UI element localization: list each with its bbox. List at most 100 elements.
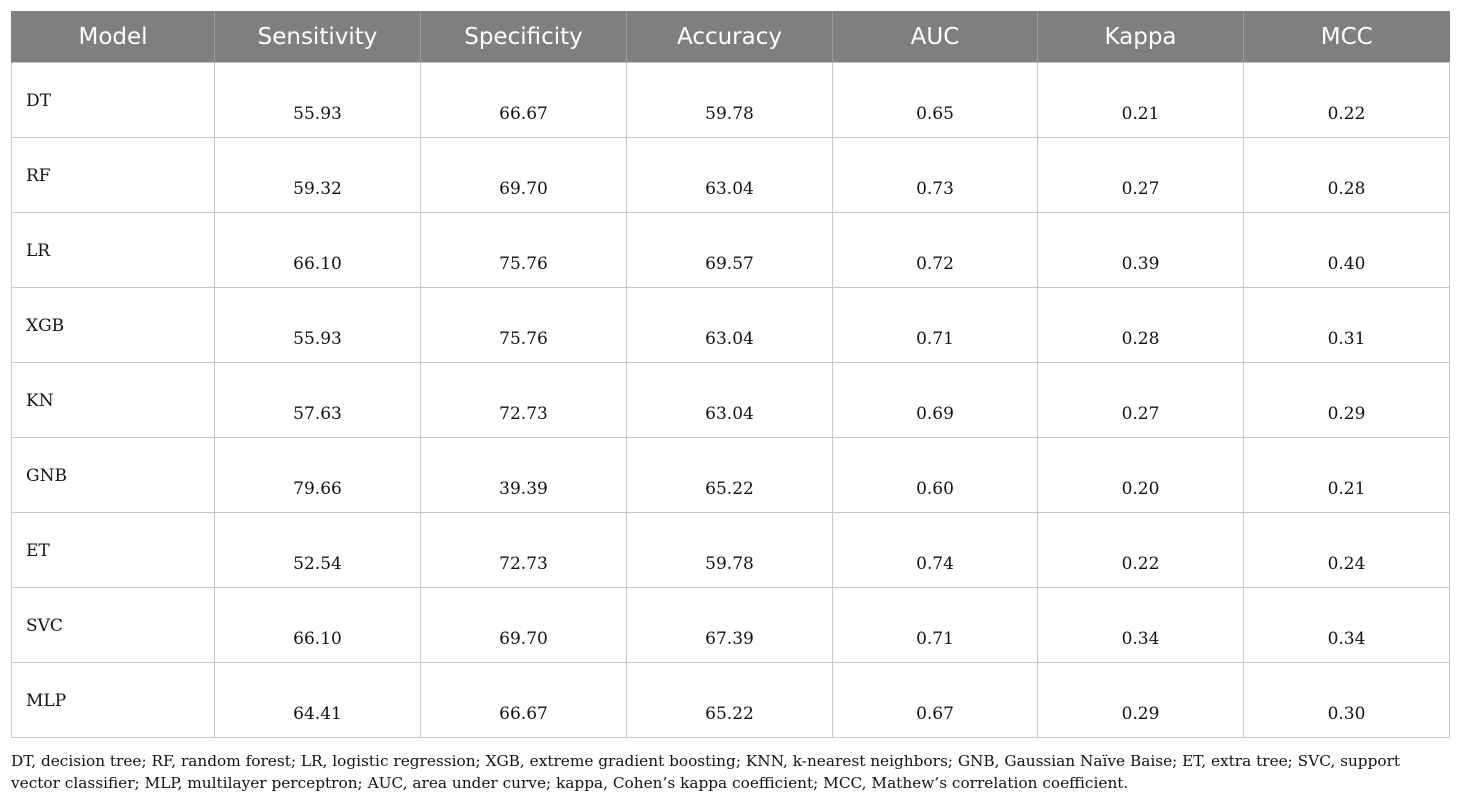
kappa-value: 0.20: [1121, 479, 1160, 499]
cell-sensitivity: 55.93: [214, 287, 421, 363]
auc-value: 0.65: [916, 104, 954, 124]
cell-kappa: 0.21: [1037, 62, 1244, 138]
accuracy-value: 65.22: [705, 704, 754, 724]
accuracy-value: 59.78: [705, 554, 754, 574]
model-value: ET: [26, 541, 50, 561]
cell-accuracy: 59.78: [626, 512, 833, 588]
model-value: MLP: [26, 691, 67, 711]
cell-accuracy: 69.57: [626, 212, 833, 288]
cell-kappa: 0.29: [1037, 662, 1244, 738]
mcc-value: 0.31: [1327, 329, 1366, 349]
kappa-value: 0.34: [1121, 629, 1160, 649]
cell-kappa: 0.34: [1037, 587, 1244, 663]
cell-sensitivity: 57.63: [214, 362, 421, 438]
cell-mcc: 0.34: [1243, 587, 1450, 663]
specificity-value: 69.70: [499, 629, 548, 649]
mcc-value: 0.21: [1327, 479, 1366, 499]
cell-kappa: 0.20: [1037, 437, 1244, 513]
accuracy-value: 65.22: [705, 479, 754, 499]
mcc-value: 0.29: [1327, 404, 1366, 424]
cell-auc: 0.72: [832, 212, 1038, 288]
auc-value: 0.71: [916, 329, 954, 349]
table-row: DT 55.93 66.67 59.78 0.65 0.21 0.22: [11, 62, 1450, 138]
cell-specificity: 66.67: [420, 62, 627, 138]
cell-mcc: 0.40: [1243, 212, 1450, 288]
mcc-value: 0.22: [1327, 104, 1366, 124]
table-body: DT 55.93 66.67 59.78 0.65 0.21 0.22 RF 59.32 69.7…: [11, 62, 1450, 738]
specificity-value: 72.73: [499, 404, 548, 424]
sensitivity-value: 66.10: [293, 629, 342, 649]
table-row: LR 66.10 75.76 69.57 0.72 0.39 0.40: [11, 212, 1450, 288]
specificity-value: 66.67: [499, 704, 548, 724]
mcc-value: 0.24: [1327, 554, 1366, 574]
auc-value: 0.71: [916, 629, 954, 649]
table-row: SVC 66.10 69.70 67.39 0.71 0.34 0.34: [11, 587, 1450, 663]
header-specificity: Specificity: [420, 11, 627, 63]
auc-value: 0.67: [916, 704, 954, 724]
accuracy-value: 67.39: [705, 629, 754, 649]
cell-kappa: 0.39: [1037, 212, 1244, 288]
kappa-value: 0.27: [1121, 404, 1160, 424]
model-value: KN: [26, 391, 54, 411]
specificity-value: 75.76: [499, 254, 548, 274]
model-value: DT: [26, 91, 51, 111]
header-model: Model: [11, 11, 215, 63]
table-row: GNB 79.66 39.39 65.22 0.60 0.20 0.21: [11, 437, 1450, 513]
cell-accuracy: 65.22: [626, 437, 833, 513]
cell-accuracy: 59.78: [626, 62, 833, 138]
cell-mcc: 0.24: [1243, 512, 1450, 588]
cell-accuracy: 63.04: [626, 362, 833, 438]
cell-specificity: 75.76: [420, 212, 627, 288]
cell-sensitivity: 55.93: [214, 62, 421, 138]
accuracy-value: 59.78: [705, 104, 754, 124]
table-row: ET 52.54 72.73 59.78 0.74 0.22 0.24: [11, 512, 1450, 588]
cell-auc: 0.69: [832, 362, 1038, 438]
cell-accuracy: 65.22: [626, 662, 833, 738]
cell-model: XGB: [11, 287, 215, 363]
cell-auc: 0.65: [832, 62, 1038, 138]
kappa-value: 0.29: [1121, 704, 1160, 724]
cell-specificity: 72.73: [420, 512, 627, 588]
cell-sensitivity: 64.41: [214, 662, 421, 738]
cell-specificity: 39.39: [420, 437, 627, 513]
sensitivity-value: 52.54: [293, 554, 342, 574]
specificity-value: 39.39: [499, 479, 548, 499]
model-value: LR: [26, 241, 51, 261]
cell-sensitivity: 66.10: [214, 212, 421, 288]
accuracy-value: 63.04: [705, 404, 754, 424]
kappa-value: 0.27: [1121, 179, 1160, 199]
mcc-value: 0.30: [1327, 704, 1366, 724]
model-value: GNB: [26, 466, 67, 486]
cell-specificity: 69.70: [420, 137, 627, 213]
accuracy-value: 63.04: [705, 179, 754, 199]
cell-model: ET: [11, 512, 215, 588]
sensitivity-value: 79.66: [293, 479, 342, 499]
auc-value: 0.60: [916, 479, 954, 499]
cell-specificity: 69.70: [420, 587, 627, 663]
cell-mcc: 0.28: [1243, 137, 1450, 213]
cell-kappa: 0.28: [1037, 287, 1244, 363]
cell-model: GNB: [11, 437, 215, 513]
sensitivity-value: 59.32: [293, 179, 342, 199]
table-footnote: DT, decision tree; RF, random forest; LR…: [11, 752, 1401, 792]
model-value: RF: [26, 166, 51, 186]
cell-kappa: 0.27: [1037, 137, 1244, 213]
header-auc: AUC: [832, 11, 1038, 63]
header-sensitivity: Sensitivity: [214, 11, 421, 63]
specificity-value: 69.70: [499, 179, 548, 199]
cell-auc: 0.74: [832, 512, 1038, 588]
cell-sensitivity: 66.10: [214, 587, 421, 663]
header-accuracy: Accuracy: [626, 11, 833, 63]
accuracy-value: 63.04: [705, 329, 754, 349]
cell-model: SVC: [11, 587, 215, 663]
accuracy-value: 69.57: [705, 254, 754, 274]
mcc-value: 0.34: [1327, 629, 1366, 649]
model-value: XGB: [26, 316, 65, 336]
kappa-value: 0.39: [1121, 254, 1160, 274]
sensitivity-value: 64.41: [293, 704, 342, 724]
sensitivity-value: 57.63: [293, 404, 342, 424]
cell-mcc: 0.29: [1243, 362, 1450, 438]
cell-mcc: 0.31: [1243, 287, 1450, 363]
auc-value: 0.69: [916, 404, 954, 424]
auc-value: 0.72: [916, 254, 954, 274]
